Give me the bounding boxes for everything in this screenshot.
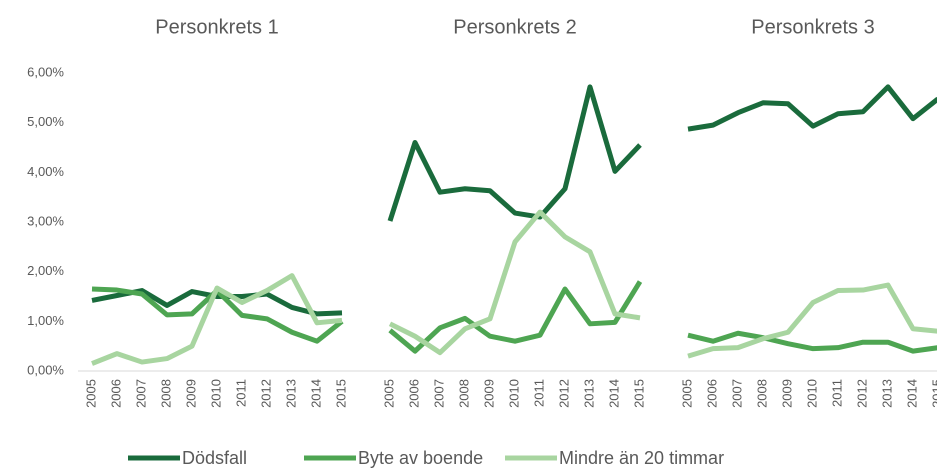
legend-label: Byte av boende — [358, 448, 483, 468]
panel-title: Personkrets 2 — [453, 16, 576, 38]
y-tick-label: 1,00% — [27, 313, 64, 328]
x-tick-label: 2008 — [158, 379, 173, 408]
x-tick-label: 2007 — [431, 379, 446, 408]
x-tick-label: 2008 — [456, 379, 471, 408]
line-series — [388, 280, 643, 354]
y-tick-label: 6,00% — [27, 64, 64, 79]
x-tick-label: 2012 — [258, 379, 273, 408]
x-tick-label: 2007 — [133, 379, 148, 408]
x-tick-label: 2006 — [108, 379, 123, 408]
x-tick-label: 2012 — [854, 379, 869, 408]
x-tick-label: 2005 — [83, 379, 98, 408]
x-tick-label: 2010 — [506, 379, 521, 408]
line-series — [387, 84, 642, 222]
line-series — [687, 330, 937, 354]
x-tick-label: 2009 — [481, 379, 496, 408]
x-tick-label: 2012 — [556, 379, 571, 408]
y-tick-label: 3,00% — [27, 213, 64, 228]
x-tick-label: 2015 — [631, 379, 646, 408]
legend-item: Byte av boende — [304, 448, 483, 468]
x-tick-label: 2006 — [406, 379, 421, 408]
x-tick-label: 2007 — [729, 379, 744, 408]
x-tick-label: 2006 — [704, 379, 719, 408]
x-tick-label: 2014 — [606, 379, 621, 408]
x-tick-label: 2011 — [829, 379, 844, 407]
line-series — [91, 273, 343, 366]
panel-title: Personkrets 1 — [155, 16, 278, 38]
x-tick-label: 2009 — [779, 379, 794, 408]
y-tick-label: 4,00% — [27, 164, 64, 179]
x-tick-label: 2010 — [804, 379, 819, 408]
line-series — [687, 282, 937, 359]
x-tick-label: 2014 — [904, 379, 919, 408]
x-tick-label: 2014 — [308, 379, 323, 408]
legend-item: Dödsfall — [128, 448, 247, 468]
x-tick-label: 2005 — [381, 379, 396, 408]
x-tick-label: 2005 — [679, 379, 694, 408]
x-tick-label: 2015 — [333, 379, 348, 408]
x-tick-label: 2010 — [208, 379, 223, 408]
x-tick-label: 2015 — [929, 379, 937, 408]
line-series — [687, 84, 937, 132]
panel-title: Personkrets 3 — [751, 16, 874, 38]
line-series — [388, 209, 641, 356]
x-tick-label: 2013 — [581, 379, 596, 408]
x-tick-label: 2011 — [233, 379, 248, 407]
legend-label: Mindre än 20 timmar — [559, 448, 724, 468]
x-tick-label: 2011 — [531, 379, 546, 407]
legend-label: Dödsfall — [182, 448, 247, 468]
x-tick-label: 2008 — [754, 379, 769, 408]
legend-item: Mindre än 20 timmar — [505, 448, 724, 468]
y-tick-label: 2,00% — [27, 263, 64, 278]
y-tick-label: 5,00% — [27, 114, 64, 129]
y-tick-label: 0,00% — [27, 362, 64, 377]
x-tick-label: 2013 — [879, 379, 894, 408]
x-tick-label: 2009 — [183, 379, 198, 408]
x-tick-label: 2013 — [283, 379, 298, 408]
